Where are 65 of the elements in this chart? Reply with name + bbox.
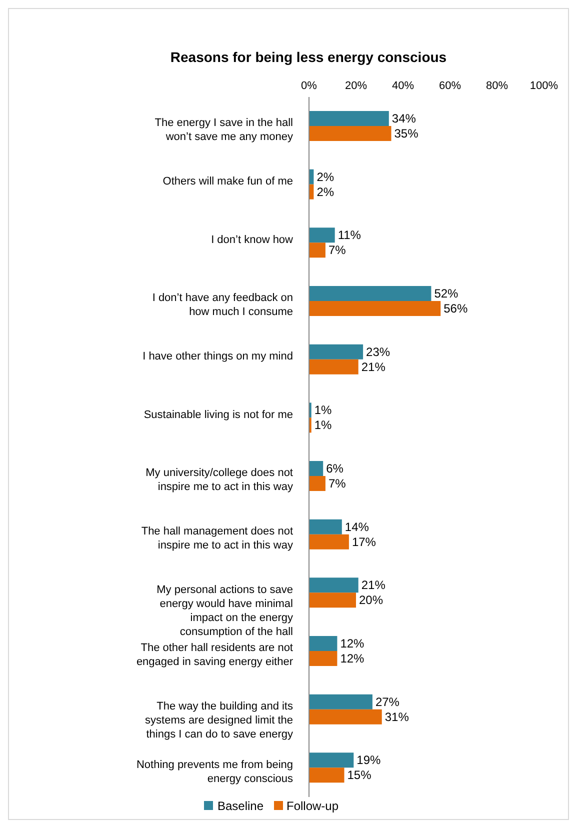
y-tick-label: The energy I save in the hall won’t save me any money xyxy=(154,117,294,144)
data-label: 12% xyxy=(340,636,365,650)
y-tick-label: My university/college does not inspire me to act in this way xyxy=(146,467,294,494)
chart-title: Reasons for being less energy conscious xyxy=(169,49,448,65)
bar xyxy=(309,461,324,476)
bar xyxy=(309,709,382,724)
data-label: 52% xyxy=(434,286,459,300)
bar xyxy=(309,534,349,550)
data-label: 11% xyxy=(338,228,362,242)
data-label: 21% xyxy=(361,578,386,592)
y-tick-label: The other hall residents are not engaged in saving energy either xyxy=(136,642,294,668)
bar xyxy=(309,344,364,360)
bar xyxy=(309,768,344,783)
bar xyxy=(309,752,354,768)
bar xyxy=(309,651,338,666)
legend-label: Follow-up xyxy=(286,799,339,813)
data-label: 17% xyxy=(352,534,376,549)
data-label: 1% xyxy=(314,418,332,432)
y-tick-label: I don’t know how xyxy=(211,234,294,246)
data-label: 12% xyxy=(340,652,365,666)
data-label: 7% xyxy=(328,476,346,490)
bar xyxy=(309,476,326,491)
y-tick-label: I don’t have any feedback on how much I consume xyxy=(152,292,293,318)
y-tick-label: I have other things on my mind xyxy=(142,350,293,362)
bar xyxy=(309,301,441,316)
y-tick-label: Nothing prevents me from being energy conscious xyxy=(136,758,294,785)
y-tick-label: The way the building and its systems are designed limit the things I can do to save energy xyxy=(145,700,294,740)
data-label: 20% xyxy=(359,593,384,608)
bar xyxy=(309,519,342,534)
x-tick-label: 60% xyxy=(438,80,462,92)
y-tick-label: Sustainable living is not for me xyxy=(144,408,293,421)
data-label: 34% xyxy=(392,112,416,126)
bar xyxy=(309,694,372,710)
data-label: 56% xyxy=(444,302,468,316)
bar xyxy=(309,126,392,141)
data-label: 6% xyxy=(326,462,344,476)
x-tick-label: 0% xyxy=(301,80,318,92)
data-label: 14% xyxy=(344,520,370,534)
bar xyxy=(309,592,356,608)
bar xyxy=(309,359,358,374)
data-label: 27% xyxy=(375,694,400,709)
y-tick-label: My personal actions to save energy would have minimal impact on the energy consumption of the hall xyxy=(156,584,294,638)
y-tick-label: Others will make fun of me xyxy=(162,176,293,188)
data-label: 23% xyxy=(366,344,390,359)
legend-label: Baseline xyxy=(217,799,264,813)
bar xyxy=(309,111,389,126)
x-tick-label: 100% xyxy=(530,80,558,92)
data-label: 1% xyxy=(314,403,332,418)
data-label: 7% xyxy=(328,243,346,258)
bar xyxy=(309,286,432,301)
bar xyxy=(309,578,358,593)
data-label: 31% xyxy=(384,710,410,724)
data-label: 35% xyxy=(394,126,419,140)
data-label: 2% xyxy=(316,184,334,199)
data-label: 19% xyxy=(356,753,381,768)
bar xyxy=(309,228,335,243)
bar xyxy=(309,242,326,258)
data-label: 21% xyxy=(361,360,386,374)
bar xyxy=(309,636,338,651)
x-tick-label: 40% xyxy=(392,80,414,92)
data-label: 2% xyxy=(316,170,334,184)
x-tick-label: 20% xyxy=(344,80,368,92)
y-tick-label: The hall management does not inspire me to act in this way xyxy=(141,526,294,552)
x-tick-label: 80% xyxy=(486,80,508,92)
data-label: 15% xyxy=(347,768,372,782)
